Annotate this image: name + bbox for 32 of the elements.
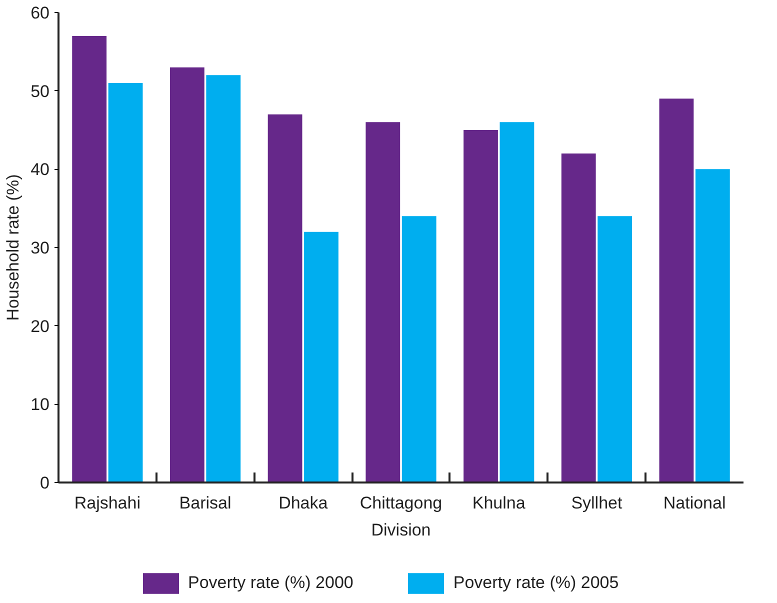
x-tick-label: Chittagong [360, 494, 442, 512]
y-tick-label: 60 [30, 4, 50, 22]
bar [500, 122, 534, 482]
x-tick-label: Dhaka [278, 494, 328, 512]
y-tick-label: 20 [30, 316, 50, 336]
y-axis-title: Household rate (%) [4, 174, 23, 321]
bar [170, 67, 204, 482]
y-tick-label: 30 [30, 238, 50, 258]
bar [268, 114, 302, 482]
y-tick-label: 40 [30, 160, 50, 180]
x-tick-label: National [663, 494, 726, 512]
bar [108, 83, 143, 482]
bar [72, 36, 107, 482]
x-tick-label: Rajshahi [74, 494, 141, 512]
bar [598, 216, 632, 482]
bar [402, 216, 436, 482]
x-axis-title: Division [371, 520, 431, 540]
bar [464, 130, 498, 482]
y-tick-label: 10 [30, 395, 50, 414]
y-tick-label: 50 [30, 82, 50, 101]
bar [304, 232, 338, 482]
bar [659, 98, 694, 482]
bar [366, 122, 400, 482]
bar [695, 169, 730, 482]
x-tick-label: Barisal [179, 494, 232, 512]
x-tick-label: Khulna [472, 494, 526, 512]
x-tick-label: Syllhet [571, 494, 623, 512]
legend-label: Poverty rate (%) 2000 [188, 573, 354, 593]
legend-label: Poverty rate (%) 2005 [453, 573, 619, 593]
y-tick-label: 0 [40, 474, 50, 492]
bar [561, 154, 596, 482]
bar [206, 75, 241, 482]
